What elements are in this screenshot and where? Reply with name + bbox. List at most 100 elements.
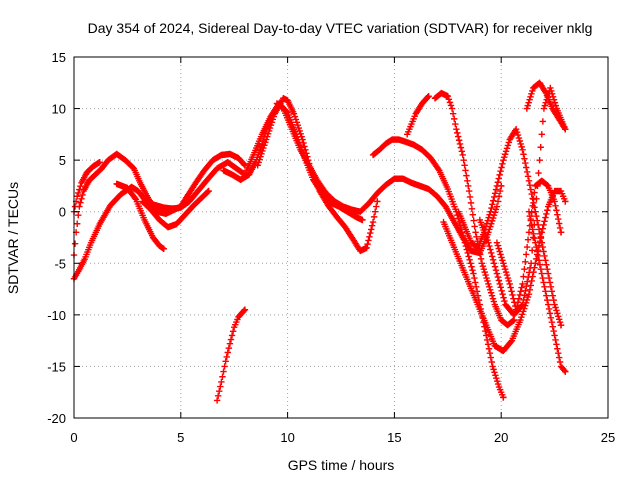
data-point [493, 182, 501, 190]
data-point [224, 349, 231, 356]
data-point [555, 354, 563, 361]
data-point [509, 317, 517, 324]
series-sat-b [70, 150, 249, 259]
data-point [290, 110, 298, 117]
data-point [505, 277, 513, 285]
data-point [501, 265, 509, 273]
data-point [501, 153, 508, 161]
data-point [509, 291, 516, 299]
series-sat-q [523, 79, 569, 133]
data-point [543, 210, 550, 218]
data-point [293, 119, 301, 126]
axis-ticks: 0 5 10 15 20 25 -20 -15 -10 -5 0 5 10 15 [47, 50, 615, 445]
data-point [489, 201, 496, 208]
data-point [542, 214, 549, 221]
data-point [495, 175, 502, 182]
data-point [297, 130, 304, 137]
data-point [523, 283, 530, 290]
data-point [462, 167, 469, 174]
series-sat-r [525, 208, 569, 375]
data-point [545, 274, 553, 282]
data-point [514, 299, 522, 306]
data-point [459, 151, 466, 159]
data-point [226, 340, 234, 347]
data-point [532, 239, 539, 246]
y-tick-label: 10 [52, 102, 66, 117]
data-point [538, 131, 545, 138]
data-point [490, 193, 498, 201]
data-point [533, 212, 540, 220]
data-point [363, 244, 370, 252]
data-point [513, 128, 521, 136]
data-point [260, 144, 267, 152]
data-point [562, 368, 569, 375]
data-point [498, 164, 505, 171]
data-point [516, 291, 524, 299]
data-point [241, 306, 249, 313]
data-point [549, 292, 556, 299]
data-point [516, 137, 524, 145]
data-point [543, 261, 550, 268]
data-point [547, 283, 555, 291]
data-point [539, 243, 546, 251]
data-point [544, 207, 551, 214]
data-point [71, 203, 79, 210]
data-point [539, 225, 546, 232]
data-point [520, 151, 527, 158]
data-point [549, 93, 557, 100]
data-point [506, 280, 513, 288]
x-tick-label: 0 [70, 430, 77, 445]
series-sat-f [213, 306, 249, 404]
data-point [444, 92, 451, 100]
data-point [543, 292, 550, 299]
data-point [538, 239, 545, 246]
data-point [529, 202, 536, 210]
data-point [557, 229, 565, 236]
data-point [523, 164, 530, 171]
data-point [519, 311, 526, 318]
data-point [512, 126, 520, 133]
data-point [495, 193, 503, 200]
data-point [459, 232, 467, 239]
data-point [553, 207, 560, 214]
data-point [500, 294, 507, 301]
data-point [473, 233, 480, 240]
data-point [490, 260, 498, 267]
data-point [300, 139, 307, 147]
data-point [499, 257, 506, 264]
data-point [554, 211, 561, 218]
data-point [266, 124, 274, 132]
data-point [492, 372, 499, 379]
data-point [520, 273, 527, 280]
data-point [478, 260, 486, 267]
series-sat-j [369, 136, 507, 401]
y-tick-label: -20 [47, 411, 66, 426]
data-point [533, 243, 540, 251]
data-point [270, 113, 278, 120]
data-point [535, 169, 542, 177]
data-point [494, 198, 502, 205]
data-point [451, 115, 458, 123]
data-point [526, 96, 533, 103]
data-point [541, 283, 548, 291]
data-point [465, 187, 473, 195]
data-point [562, 126, 569, 133]
data-point [218, 378, 225, 386]
data-point [541, 252, 548, 260]
data-point [79, 191, 86, 199]
data-point [523, 243, 531, 251]
data-point [518, 313, 525, 321]
data-point [227, 336, 235, 343]
data-point [496, 248, 503, 255]
data-point [542, 99, 549, 106]
data-point [487, 286, 494, 294]
data-point [531, 235, 538, 242]
data-point [472, 229, 479, 236]
data-point [547, 84, 554, 92]
y-axis-label: SDTVAR / TECUs [5, 182, 21, 294]
data-point [519, 280, 526, 288]
data-point [214, 392, 222, 400]
data-point [482, 223, 490, 230]
data-point [517, 288, 524, 295]
data-point [553, 341, 560, 348]
